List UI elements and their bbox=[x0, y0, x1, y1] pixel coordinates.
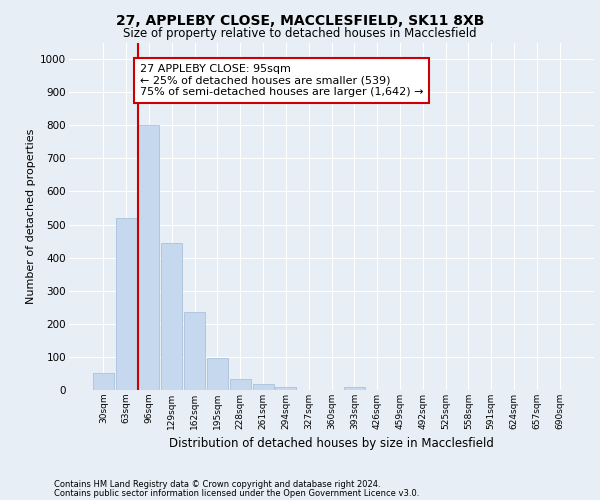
Text: Size of property relative to detached houses in Macclesfield: Size of property relative to detached ho… bbox=[123, 28, 477, 40]
Text: Contains HM Land Registry data © Crown copyright and database right 2024.: Contains HM Land Registry data © Crown c… bbox=[54, 480, 380, 489]
Text: 27 APPLEBY CLOSE: 95sqm
← 25% of detached houses are smaller (539)
75% of semi-d: 27 APPLEBY CLOSE: 95sqm ← 25% of detache… bbox=[140, 64, 424, 97]
Bar bbox=[116, 218, 137, 390]
Text: 27, APPLEBY CLOSE, MACCLESFIELD, SK11 8XB: 27, APPLEBY CLOSE, MACCLESFIELD, SK11 8X… bbox=[116, 14, 484, 28]
Bar bbox=[230, 379, 251, 390]
Bar bbox=[253, 384, 274, 390]
X-axis label: Distribution of detached houses by size in Macclesfield: Distribution of detached houses by size … bbox=[169, 438, 494, 450]
Bar bbox=[184, 312, 205, 390]
Text: Contains public sector information licensed under the Open Government Licence v3: Contains public sector information licen… bbox=[54, 488, 419, 498]
Y-axis label: Number of detached properties: Number of detached properties bbox=[26, 128, 36, 304]
Bar bbox=[161, 242, 182, 390]
Bar bbox=[139, 125, 160, 390]
Bar bbox=[207, 358, 228, 390]
Bar bbox=[275, 386, 296, 390]
Bar bbox=[93, 374, 114, 390]
Bar bbox=[344, 386, 365, 390]
